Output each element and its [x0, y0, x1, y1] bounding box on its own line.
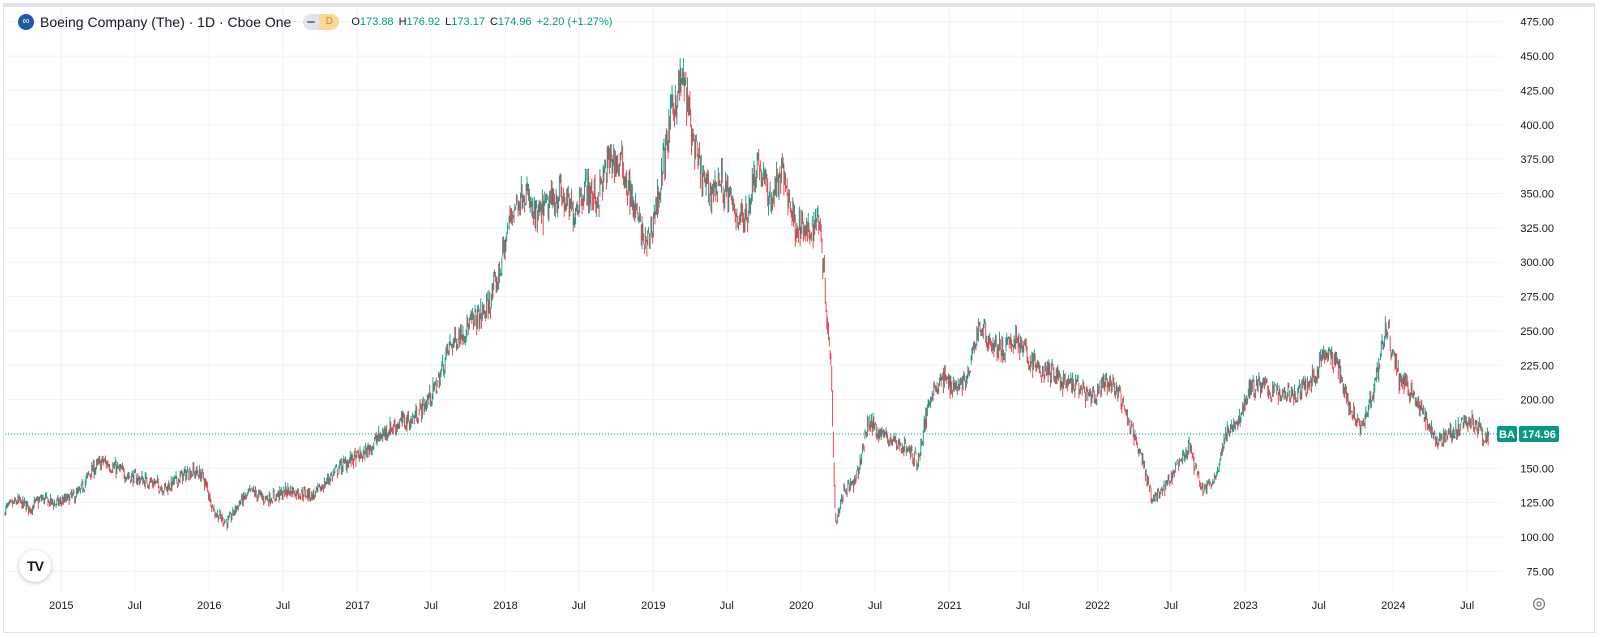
visibility-toggle[interactable]: D: [303, 14, 340, 30]
x-tick-label: 2016: [197, 600, 221, 612]
y-tick-label: 375.00: [1520, 154, 1554, 166]
open-label: O: [351, 16, 360, 28]
y-tick-label: 250.00: [1520, 326, 1554, 338]
x-tick-label: 2022: [1085, 600, 1109, 612]
x-tick-label: Jul: [572, 600, 586, 612]
status-badge: D: [319, 14, 340, 30]
y-tick-label: 450.00: [1520, 51, 1554, 63]
chart-frame: [3, 3, 1595, 633]
x-tick-label: Jul: [1016, 600, 1030, 612]
y-tick-label: 475.00: [1520, 17, 1554, 29]
symbol-title[interactable]: Boeing Company (The) · 1D · Cboe One: [40, 14, 292, 30]
x-tick-label: 2024: [1381, 600, 1405, 612]
x-tick-label: 2023: [1233, 600, 1257, 612]
x-tick-label: Jul: [128, 600, 142, 612]
x-tick-label: 2017: [345, 600, 369, 612]
y-tick-label: 275.00: [1520, 292, 1554, 304]
x-tick-label: Jul: [424, 600, 438, 612]
close-label: C: [489, 16, 498, 28]
chart-legend: ∞ Boeing Company (The) · 1D · Cboe One D…: [18, 13, 612, 31]
y-tick-label: 125.00: [1520, 498, 1554, 510]
price-tag-bg: [1519, 426, 1559, 443]
symbol-logo-icon[interactable]: ∞: [18, 14, 34, 30]
x-tick-label: Jul: [1460, 600, 1474, 612]
y-tick-label: 100.00: [1520, 532, 1554, 544]
time-axis[interactable]: 2015 Jul 2016 Jul 2017 Jul 2018 Jul 2019 Jul 2020 J…: [49, 600, 1474, 612]
y-tick-label: 150.00: [1520, 463, 1554, 475]
low-value: 173.17: [451, 16, 485, 28]
candles: [4, 57, 1490, 531]
low-label: L: [445, 16, 452, 28]
symbol-tag: BA: [1499, 429, 1515, 441]
price-tag: BA 174.96: [1497, 426, 1559, 443]
grid: [5, 8, 1502, 592]
x-tick-label: Jul: [868, 600, 882, 612]
y-tick-label: 400.00: [1520, 120, 1554, 132]
price-tag-value: 174.96: [1522, 429, 1556, 441]
x-tick-label: Jul: [720, 600, 734, 612]
x-tick-label: 2019: [641, 600, 665, 612]
x-tick-label: Jul: [1164, 600, 1178, 612]
y-tick-label: 200.00: [1520, 395, 1554, 407]
settings-gear-icon[interactable]: [1531, 596, 1547, 612]
y-tick-label: 300.00: [1520, 257, 1554, 269]
y-tick-label: 425.00: [1520, 85, 1554, 97]
high-label: H: [398, 16, 407, 28]
symbol-tag-bg: [1497, 426, 1517, 443]
x-tick-label: 2021: [937, 600, 961, 612]
tradingview-logo-icon[interactable]: TV: [19, 550, 51, 582]
close-value: 174.96: [497, 16, 532, 28]
y-tick-label: 325.00: [1520, 223, 1554, 235]
x-tick-label: 2015: [49, 600, 73, 612]
x-tick-label: 2018: [493, 600, 517, 612]
high-value: 176.92: [406, 16, 441, 28]
y-tick-label: 350.00: [1520, 189, 1554, 201]
x-tick-label: Jul: [1312, 600, 1326, 612]
eye-icon[interactable]: [303, 14, 320, 30]
y-tick-label: 225.00: [1520, 360, 1554, 372]
x-tick-label: Jul: [276, 600, 290, 612]
open-value: 173.88: [359, 16, 394, 28]
change-value: +2.20 (+1.27%): [536, 16, 613, 28]
y-tick-label: 75.00: [1526, 566, 1554, 578]
x-tick-label: 2020: [789, 600, 813, 612]
price-axis[interactable]: 75.00100.00125.00150.00175.00200.00225.0…: [1520, 17, 1554, 579]
